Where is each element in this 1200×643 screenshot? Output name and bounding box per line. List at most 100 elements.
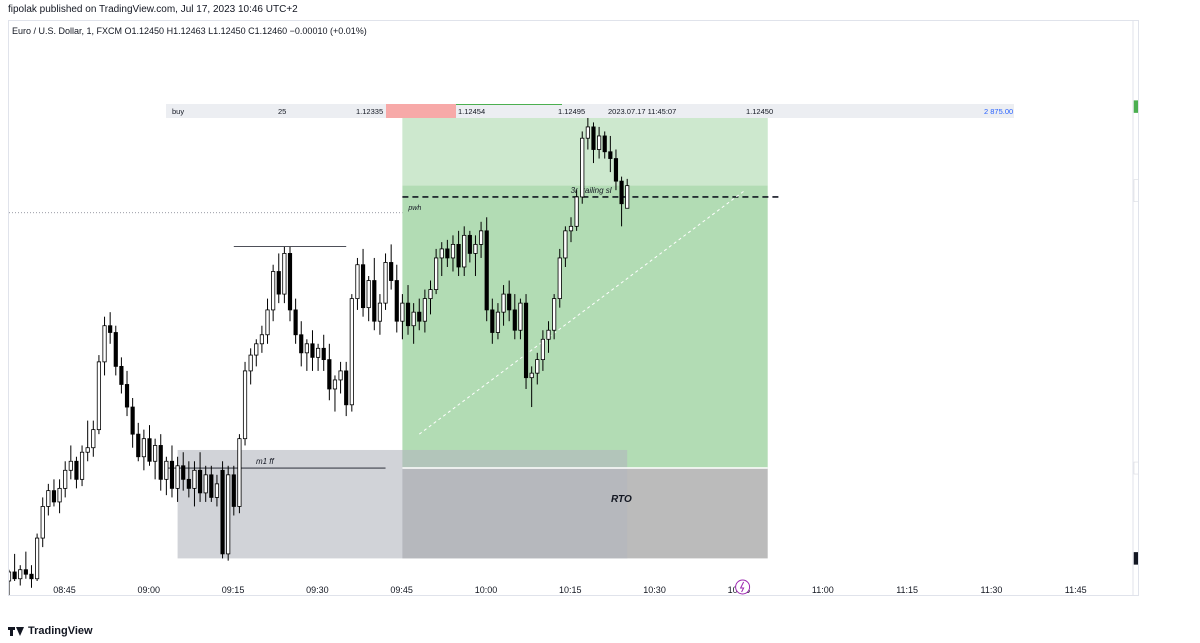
- candle-up: [79, 451, 85, 480]
- candle-down: [602, 135, 607, 153]
- candle-down: [181, 465, 186, 480]
- candle-up: [383, 262, 388, 304]
- order-info-bar[interactable]: buy 25 1.12335 1.12454 1.12495 2023.07.1…: [166, 104, 1014, 118]
- candle-down: [405, 302, 411, 327]
- candle-down: [467, 234, 472, 254]
- tradingview-footer[interactable]: TradingView: [8, 625, 93, 637]
- tradingview-logo-icon: [8, 626, 24, 636]
- price-label-last: [1133, 179, 1138, 202]
- candle-up: [400, 302, 405, 322]
- candle-up: [237, 438, 242, 507]
- candle-down: [490, 309, 495, 333]
- annotation-label-2: m1 ff: [256, 457, 275, 466]
- candle-up: [597, 135, 602, 150]
- candle-up: [332, 379, 338, 390]
- candle-down: [113, 332, 118, 367]
- candle-down: [484, 230, 489, 311]
- candle-up: [552, 298, 557, 331]
- candle-down: [360, 264, 366, 309]
- order-time: 2023.07.17 11:45:07: [608, 107, 677, 116]
- candle-up: [214, 483, 220, 498]
- candle-down: [591, 126, 596, 150]
- candle-up: [349, 298, 354, 406]
- candle-up: [518, 302, 523, 331]
- candle-up: [501, 293, 506, 313]
- publisher-header: fipolak published on TradingView.com, Ju…: [8, 4, 298, 15]
- candle-down: [12, 571, 17, 580]
- candle-up: [428, 289, 433, 300]
- candle-up: [282, 253, 287, 295]
- candle-down: [299, 334, 304, 354]
- candle-up: [585, 126, 590, 139]
- candle-up: [355, 264, 360, 300]
- candle-up: [546, 329, 551, 340]
- candle-down: [276, 271, 281, 295]
- candle-up: [102, 325, 107, 363]
- candle-down: [147, 438, 152, 462]
- candle-down: [130, 406, 135, 435]
- candle-down: [417, 311, 422, 322]
- time-tick-label: 10:00: [475, 585, 498, 595]
- event-lightning-icon: [735, 579, 751, 595]
- candle-down: [394, 280, 399, 322]
- candle-up: [18, 569, 23, 580]
- candle-up: [411, 311, 416, 327]
- target-highlight-line: [456, 104, 562, 105]
- time-tick-label: 11:00: [812, 585, 834, 595]
- order-stop: 1.12335: [356, 107, 384, 116]
- order-entry: 1.12454: [458, 107, 486, 116]
- candle-down: [23, 569, 28, 575]
- candle-down: [512, 309, 517, 331]
- annotation-label-0: 3r trailing sl: [571, 186, 612, 195]
- candle-down: [231, 474, 236, 507]
- time-tick-label: 09:30: [306, 585, 329, 595]
- time-tick-label: 11:15: [896, 585, 918, 595]
- candle-up: [450, 243, 456, 259]
- candle-up: [316, 347, 321, 358]
- candle-down: [209, 474, 214, 498]
- price-label-target: [1133, 100, 1138, 113]
- candle-down: [344, 370, 349, 406]
- candle-down: [124, 384, 130, 408]
- candle-up: [338, 370, 343, 381]
- candle-up: [439, 248, 444, 259]
- candle-up: [473, 243, 478, 254]
- candle-up: [304, 343, 309, 354]
- price-label-low: [1133, 552, 1138, 565]
- order-side: buy: [172, 107, 185, 116]
- candle-up: [580, 137, 585, 198]
- candle-up: [40, 506, 45, 539]
- candle-down: [220, 469, 225, 555]
- candle-up: [164, 460, 169, 480]
- candle-up: [434, 257, 439, 290]
- candle-up: [462, 234, 467, 268]
- candle-down: [321, 347, 326, 361]
- candle-up: [535, 359, 540, 374]
- candle-down: [445, 248, 450, 259]
- tradingview-brand: TradingView: [28, 625, 93, 637]
- candle-down: [158, 445, 163, 480]
- time-tick-label: 10:30: [643, 585, 666, 595]
- candle-down: [389, 262, 394, 281]
- annotation-label-1: pwh: [407, 205, 421, 212]
- candle-up: [366, 280, 371, 309]
- price-axis-bg: [1133, 21, 1138, 595]
- candle-up: [568, 225, 574, 232]
- candle-up: [85, 447, 90, 453]
- rto-label: RTO: [611, 494, 632, 505]
- candle-up: [248, 354, 253, 372]
- candle-up: [563, 230, 568, 259]
- candle-up: [422, 298, 427, 322]
- candle-down: [287, 253, 293, 311]
- time-tick-label: 08:45: [53, 585, 76, 595]
- time-tick-label: 10:15: [559, 585, 582, 595]
- candle-down: [456, 243, 461, 268]
- candle-up: [91, 429, 96, 449]
- candle-up: [271, 271, 276, 311]
- candle-down: [523, 302, 529, 379]
- symbol-ohlc-line: Euro / U.S. Dollar, 1, FXCM O1.12450 H1.…: [12, 26, 367, 36]
- candle-up: [540, 338, 545, 361]
- candle-up: [265, 309, 270, 336]
- order-target: 1.12495: [558, 107, 586, 116]
